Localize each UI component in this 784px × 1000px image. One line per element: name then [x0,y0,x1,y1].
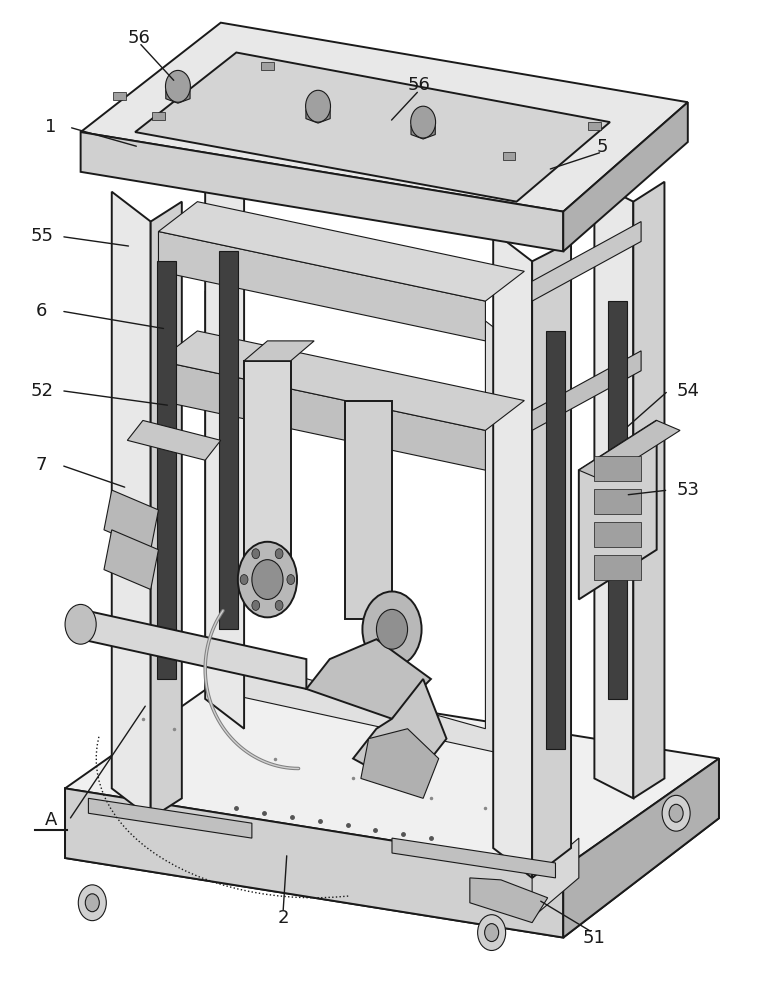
Circle shape [78,885,107,921]
Bar [588,122,601,130]
Polygon shape [158,202,524,301]
Polygon shape [594,182,633,798]
Polygon shape [470,878,548,923]
Circle shape [85,894,100,912]
Polygon shape [411,121,435,139]
Circle shape [662,795,690,831]
Bar [594,555,641,580]
Polygon shape [205,271,524,759]
Text: 1: 1 [45,118,56,136]
Polygon shape [306,105,330,123]
Polygon shape [135,52,610,202]
Text: 56: 56 [128,29,151,47]
Polygon shape [493,232,532,878]
Bar [345,401,392,619]
Text: 56: 56 [408,76,430,94]
Bar [594,522,641,547]
Text: 7: 7 [36,456,48,474]
Bar [594,456,641,481]
Bar [594,489,641,514]
Text: 52: 52 [31,382,53,400]
Circle shape [287,575,295,585]
Text: 5: 5 [597,138,608,156]
Polygon shape [112,192,151,818]
Polygon shape [579,420,657,599]
Polygon shape [89,798,252,838]
Circle shape [165,70,191,102]
Text: 2: 2 [278,909,289,927]
Circle shape [411,106,436,138]
Circle shape [485,924,499,942]
Polygon shape [532,351,641,430]
Bar [152,112,165,120]
Polygon shape [532,838,579,918]
Polygon shape [633,182,665,798]
Text: 53: 53 [677,481,699,499]
Polygon shape [104,490,158,550]
Polygon shape [307,639,431,719]
Circle shape [669,804,683,822]
Polygon shape [104,530,158,589]
Polygon shape [65,679,719,868]
Text: 6: 6 [36,302,47,320]
Polygon shape [579,420,680,480]
Bar [244,361,291,580]
Bar [503,152,515,160]
Circle shape [362,591,422,667]
Polygon shape [563,102,688,251]
Polygon shape [361,729,439,798]
Polygon shape [81,609,307,689]
Polygon shape [165,85,190,103]
Circle shape [275,549,283,559]
Text: 54: 54 [677,382,699,400]
Bar [114,92,125,100]
Circle shape [238,542,297,617]
Polygon shape [158,232,485,341]
Circle shape [275,600,283,610]
Polygon shape [158,361,485,470]
Circle shape [252,549,260,559]
Bar [546,331,564,749]
Circle shape [65,604,96,644]
Circle shape [252,560,283,599]
Circle shape [306,90,331,122]
Circle shape [240,575,248,585]
Polygon shape [353,679,447,788]
Text: A: A [45,811,57,829]
Bar [220,251,238,629]
Polygon shape [81,132,563,251]
Circle shape [252,600,260,610]
Circle shape [376,609,408,649]
Polygon shape [563,759,719,938]
Bar [608,301,627,699]
Circle shape [477,915,506,950]
Polygon shape [392,838,556,878]
Polygon shape [244,341,314,361]
Polygon shape [158,331,524,430]
Text: 51: 51 [583,929,606,947]
Polygon shape [65,759,719,938]
Polygon shape [532,241,571,878]
Polygon shape [532,222,641,301]
Polygon shape [65,788,563,938]
Polygon shape [151,202,182,818]
Bar [261,62,274,70]
Text: 55: 55 [31,227,53,245]
Polygon shape [127,420,221,460]
Bar [157,261,176,679]
Polygon shape [81,23,688,212]
Polygon shape [205,142,244,729]
